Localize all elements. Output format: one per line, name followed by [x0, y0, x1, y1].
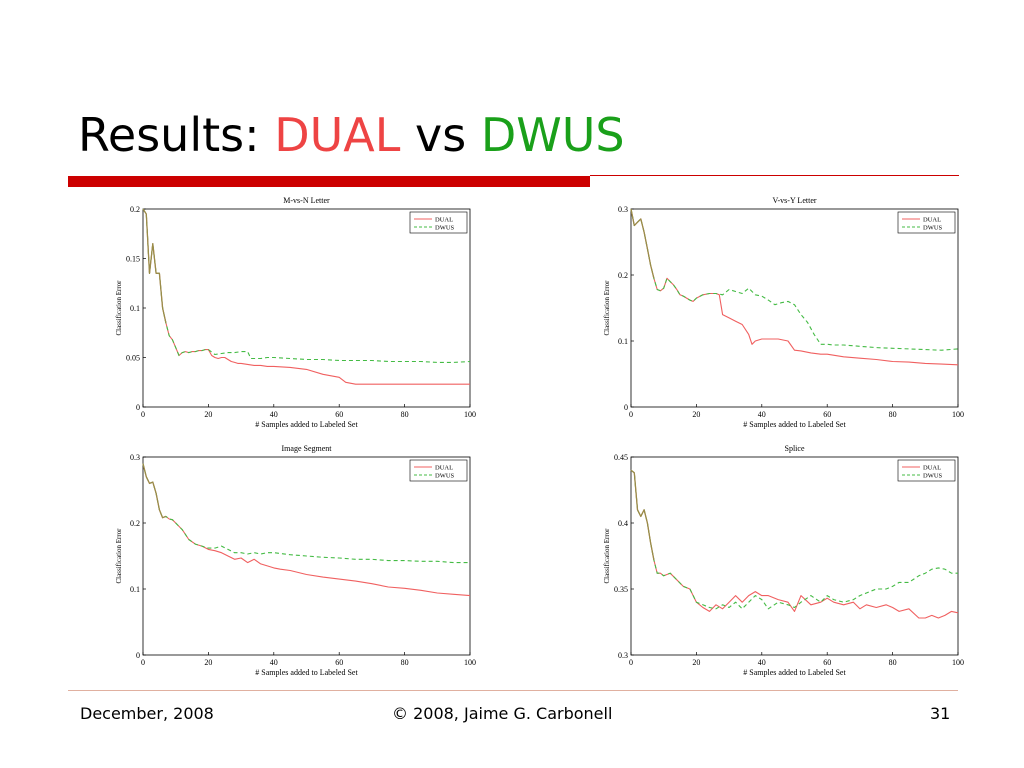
x-tick-label: 40	[270, 410, 278, 419]
x-tick-label: 100	[464, 658, 476, 667]
series-line-dual	[630, 469, 959, 619]
legend-label-dwus: DWUS	[923, 225, 943, 232]
y-tick-label: 0.3	[130, 453, 140, 462]
footer-rule	[68, 690, 958, 691]
x-tick-label: 100	[952, 658, 964, 667]
y-tick-label: 0.15	[126, 255, 140, 264]
x-tick-label: 20	[204, 410, 212, 419]
title-prefix: Results:	[78, 108, 275, 162]
series-line-dwus	[142, 463, 470, 564]
x-tick-label: 80	[401, 658, 409, 667]
x-tick-label: 0	[141, 410, 145, 419]
y-tick-label: 0	[136, 651, 140, 660]
x-tick-label: 40	[758, 658, 766, 667]
series-line-dwus	[142, 208, 471, 363]
x-tick-label: 80	[401, 410, 409, 419]
chart-title: M-vs-N Letter	[283, 196, 330, 205]
x-tick-label: 60	[335, 410, 343, 419]
y-tick-label: 0.1	[130, 585, 140, 594]
legend-box	[897, 459, 956, 482]
title-dwus: DWUS	[480, 108, 625, 162]
x-tick-label: 100	[952, 410, 964, 419]
legend-box	[409, 211, 468, 234]
x-axis-label: # Samples added to Labeled Set	[743, 420, 846, 429]
title-dual: DUAL	[274, 108, 401, 162]
slide-title: Results: DUAL vs DWUS	[78, 100, 625, 170]
legend-label-dual: DUAL	[923, 465, 941, 472]
x-tick-label: 0	[629, 658, 633, 667]
y-tick-label: 0.3	[618, 651, 628, 660]
x-tick-label: 0	[629, 410, 633, 419]
chart-svg: V-vs-Y Letter 0 20 40 60 80 100 0 0.1 0.2 0.3 # Sam…	[603, 196, 964, 429]
y-axis-label: Classification Error	[115, 528, 123, 584]
y-tick-label: 0.2	[618, 271, 628, 280]
y-axis-label: Classification Error	[115, 280, 123, 336]
y-tick-label: 0.3	[618, 205, 628, 214]
footer-date: December, 2008	[80, 704, 214, 723]
x-tick-label: 20	[204, 658, 212, 667]
y-tick-label: 0.45	[614, 453, 628, 462]
legend-label-dual: DUAL	[435, 217, 453, 224]
y-tick-label: 0.35	[614, 585, 628, 594]
series-overlap-segment	[630, 469, 655, 561]
footer-page-number: 31	[930, 704, 951, 723]
legend-label-dwus: DWUS	[923, 473, 943, 480]
y-axis-label: Classification Error	[603, 528, 611, 584]
series-overlap-segment	[142, 463, 167, 519]
x-tick-label: 0	[141, 658, 145, 667]
x-tick-label: 40	[758, 410, 766, 419]
title-rule	[590, 175, 959, 176]
x-tick-label: 60	[823, 658, 831, 667]
x-axis-label: # Samples added to Labeled Set	[255, 420, 358, 429]
legend-label-dual: DUAL	[435, 465, 453, 472]
y-tick-label: 0	[136, 403, 140, 412]
y-tick-label: 0.05	[126, 354, 140, 363]
title-vs: vs	[400, 108, 481, 162]
footer-copyright: © 2008, Jaime G. Carbonell	[392, 704, 613, 723]
legend-label-dwus: DWUS	[435, 225, 455, 232]
x-tick-label: 60	[335, 658, 343, 667]
chart-title: Image Segment	[282, 444, 333, 453]
y-tick-label: 0	[624, 403, 628, 412]
series-overlap-segment	[142, 208, 167, 324]
series-overlap-segment	[630, 208, 655, 279]
chart-splice: Splice 0 20 40 60 80 100 0.3 0.35 0.4 0.45 # Sample…	[598, 440, 964, 680]
plot-frame	[142, 456, 471, 656]
legend-box	[897, 211, 956, 234]
series-line-dwus	[630, 208, 959, 351]
x-tick-label: 100	[464, 410, 476, 419]
x-axis-label: # Samples added to Labeled Set	[743, 668, 846, 677]
series-line-dwus	[630, 469, 958, 610]
x-axis-label: # Samples added to Labeled Set	[255, 668, 358, 677]
x-tick-label: 80	[889, 658, 897, 667]
y-tick-label: 0.2	[130, 519, 140, 528]
legend-label-dual: DUAL	[923, 217, 941, 224]
plot-frame	[630, 208, 959, 408]
chart-title: Splice	[785, 444, 805, 453]
y-tick-label: 0.4	[618, 519, 628, 528]
x-tick-label: 20	[692, 410, 700, 419]
y-axis-label: Classification Error	[603, 280, 611, 336]
chart-svg: M-vs-N Letter 0 20 40 60 80 100 0 0.05 0.1 0.15 0.2…	[115, 196, 476, 429]
plot-frame	[630, 456, 959, 656]
plot-frame	[142, 208, 471, 408]
title-accent-bar	[68, 176, 590, 187]
series-line-dual	[142, 208, 470, 385]
legend-label-dwus: DWUS	[435, 473, 455, 480]
y-tick-label: 0.2	[130, 205, 140, 214]
legend-box	[409, 459, 468, 482]
chart-title: V-vs-Y Letter	[772, 196, 816, 205]
x-tick-label: 40	[270, 658, 278, 667]
y-tick-label: 0.1	[618, 337, 628, 346]
chart-image-segment: Image Segment 0 20 40 60 80 100 0 0.1 0.2 0.3 # Sam…	[110, 440, 476, 680]
chart-svg: Splice 0 20 40 60 80 100 0.3 0.35 0.4 0.45 # Sample…	[603, 444, 964, 677]
x-tick-label: 60	[823, 410, 831, 419]
series-line-dual	[142, 463, 471, 597]
chart-svg: Image Segment 0 20 40 60 80 100 0 0.1 0.2 0.3 # Sam…	[115, 444, 476, 677]
y-tick-label: 0.1	[130, 304, 140, 313]
x-tick-label: 20	[692, 658, 700, 667]
chart-v-vs-y-letter: V-vs-Y Letter 0 20 40 60 80 100 0 0.1 0.2 0.3 # Sam…	[598, 192, 964, 432]
x-tick-label: 80	[889, 410, 897, 419]
chart-m-vs-n-letter: M-vs-N Letter 0 20 40 60 80 100 0 0.05 0.1 0.15 0.2…	[110, 192, 476, 432]
